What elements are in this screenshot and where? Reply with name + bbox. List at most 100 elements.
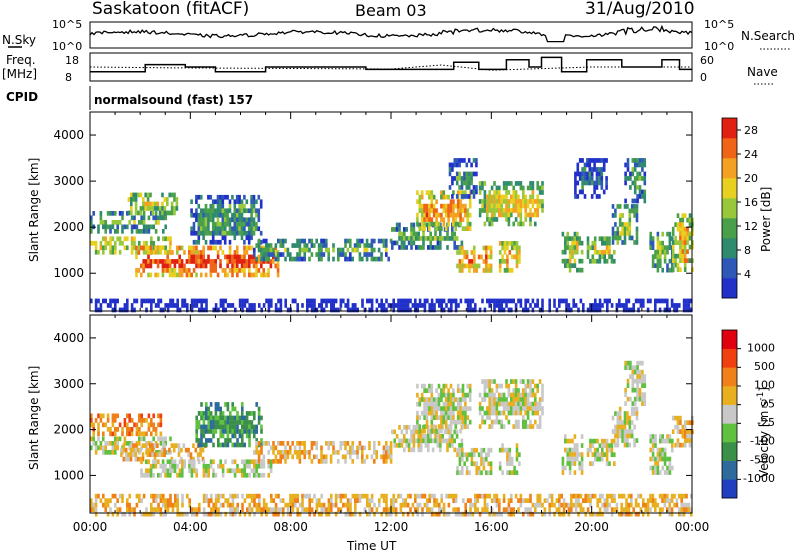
heatmap-cell <box>181 463 184 469</box>
heatmap-cell <box>432 410 436 416</box>
heatmap-cell <box>197 194 201 200</box>
heatmap-cell <box>327 298 331 304</box>
heatmap-cell <box>541 181 544 186</box>
heatmap-cell <box>628 429 632 434</box>
heatmap-cell <box>649 438 652 444</box>
heatmap-cell <box>102 298 105 304</box>
heatmap-cell <box>489 268 493 273</box>
heatmap-cell <box>460 443 464 448</box>
heatmap-cell <box>618 213 622 218</box>
heatmap-cell <box>346 298 350 304</box>
heatmap-cell <box>385 247 388 253</box>
heatmap-cell <box>109 240 112 246</box>
heatmap-cell <box>286 450 290 455</box>
heatmap-cell <box>217 415 220 421</box>
heatmap-cell <box>630 235 634 241</box>
heatmap-cell <box>147 224 151 230</box>
heatmap-cell <box>550 502 554 508</box>
heatmap-cell <box>625 502 628 508</box>
heatmap-cell <box>267 441 270 446</box>
heatmap-cell <box>538 406 542 411</box>
heatmap-cell <box>231 254 234 260</box>
heatmap-cell <box>147 511 151 517</box>
heatmap-cell <box>483 190 487 195</box>
heatmap-cell <box>207 212 210 218</box>
heatmap-cell <box>643 396 647 402</box>
heatmap-cell <box>193 468 196 474</box>
heatmap-cell <box>243 442 246 448</box>
heatmap-cell <box>506 245 509 251</box>
heatmap-cell <box>402 307 405 313</box>
heatmap-cell <box>423 406 426 411</box>
heatmap-cell <box>152 413 155 419</box>
heatmap-cell <box>428 221 431 227</box>
heatmap-cell <box>510 254 514 260</box>
heatmap-cell <box>503 241 507 246</box>
heatmap-cell <box>145 240 148 246</box>
heatmap-cell <box>567 307 571 313</box>
heatmap-cell <box>573 452 577 457</box>
heatmap-cell <box>385 445 388 451</box>
heatmap-cell <box>453 158 457 163</box>
heatmap-cell <box>671 244 675 250</box>
heatmap-cell <box>574 171 577 177</box>
heatmap-cell <box>265 502 268 508</box>
heatmap-cell <box>606 307 609 313</box>
heatmap-cell <box>568 267 572 273</box>
velocity-colorbar-label: Velocity [m s-1] <box>756 387 771 478</box>
heatmap-cell <box>681 433 685 439</box>
heatmap-cell <box>608 461 611 466</box>
heatmap-cell <box>205 511 208 517</box>
power-colorbar-tick-label: 20 <box>744 172 758 185</box>
heatmap-cell <box>231 268 234 273</box>
heatmap-cell <box>221 411 225 416</box>
power-y-label: Slant Range [km] <box>27 158 41 262</box>
colorbar-swatch <box>722 238 737 259</box>
heatmap-cell <box>211 239 215 245</box>
heatmap-cell <box>456 419 460 425</box>
heatmap-cell <box>583 162 587 168</box>
heatmap-cell <box>461 415 465 420</box>
heatmap-cell <box>578 171 582 177</box>
heatmap-cell <box>104 422 107 428</box>
heatmap-cell <box>638 387 642 393</box>
heatmap-cell <box>483 221 487 227</box>
heatmap-cell <box>293 445 297 451</box>
heatmap-cell <box>586 452 590 457</box>
heatmap-cell <box>428 397 431 402</box>
heatmap-cell <box>608 443 611 448</box>
heatmap-cell <box>243 259 246 264</box>
heatmap-cell <box>274 507 278 512</box>
heatmap-cell <box>393 227 396 232</box>
heatmap-cell <box>446 245 449 250</box>
heatmap-cell <box>126 427 129 432</box>
heatmap-cell <box>195 415 198 421</box>
heatmap-cell <box>571 249 574 255</box>
heatmap-cell <box>464 502 467 508</box>
heatmap-cell <box>519 493 523 499</box>
heatmap-cell <box>385 502 388 508</box>
heatmap-cell <box>310 507 314 512</box>
heatmap-cell <box>200 259 203 264</box>
heatmap-cell <box>255 468 258 474</box>
heatmap-cell <box>613 438 616 444</box>
heatmap-cell <box>284 298 287 304</box>
heatmap-cell <box>334 511 338 517</box>
heatmap-cell <box>200 307 203 313</box>
heatmap-cell <box>595 180 599 186</box>
heatmap-cell <box>451 194 454 199</box>
heatmap-cell <box>257 217 261 223</box>
heatmap-cell <box>466 392 470 398</box>
heatmap-cell <box>478 190 482 195</box>
heatmap-cell <box>163 443 166 448</box>
heatmap-cell <box>613 498 616 503</box>
heatmap-cell <box>461 245 464 251</box>
heatmap-cell <box>172 447 176 453</box>
heatmap-cell <box>286 252 290 257</box>
heatmap-cell <box>522 307 525 313</box>
heatmap-cell <box>142 263 145 269</box>
heatmap-cell <box>512 208 515 213</box>
heatmap-cell <box>389 459 393 464</box>
heatmap-cell <box>279 252 282 257</box>
time-tick-label: 08:00 <box>273 520 308 534</box>
